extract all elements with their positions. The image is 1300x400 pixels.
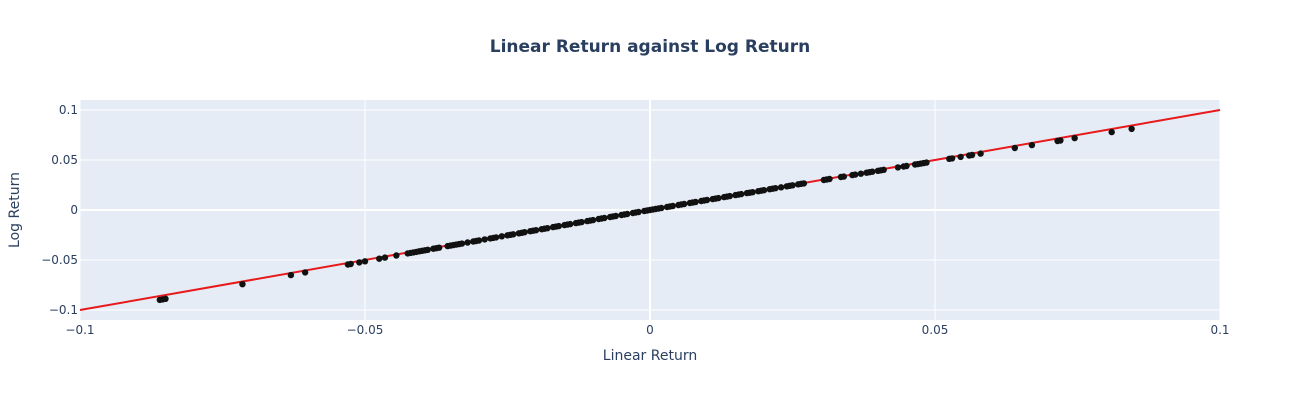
scatter-point xyxy=(510,231,517,238)
scatter-point xyxy=(826,175,833,183)
scatter-point xyxy=(361,258,369,265)
y-tick-label: −0.05 xyxy=(41,253,78,267)
scatter-point xyxy=(347,260,354,268)
scatter-point xyxy=(857,170,865,177)
scatter-point xyxy=(749,189,756,196)
y-tick-label: 0.1 xyxy=(59,103,78,117)
scatter-point xyxy=(903,162,910,170)
y-tick-label: 0 xyxy=(70,203,78,217)
scatter-point xyxy=(635,208,642,216)
y-tick-label: 0.05 xyxy=(51,153,78,167)
x-axis-ticks: −0.1 −0.05 0 0.05 0.1 xyxy=(65,323,1229,337)
x-tick-label: −0.1 xyxy=(65,323,94,337)
x-tick-label: −0.05 xyxy=(347,323,384,337)
scatter-point xyxy=(777,184,785,191)
scatter-point xyxy=(475,237,483,244)
scatter-point xyxy=(852,171,859,178)
scatter-point xyxy=(481,236,488,243)
scatter-point xyxy=(567,220,574,228)
chart-title: Linear Return against Log Return xyxy=(490,37,810,57)
scatter-point xyxy=(669,202,676,210)
scatter-point xyxy=(658,204,665,212)
scatter-point xyxy=(1057,137,1064,144)
scatter-point xyxy=(498,233,505,240)
scatter-point xyxy=(589,216,597,224)
scatter-point xyxy=(957,153,964,161)
x-tick-label: 0 xyxy=(646,323,654,337)
scatter-point xyxy=(1128,125,1135,133)
y-tick-label: −0.1 xyxy=(49,303,78,317)
scatter-point xyxy=(760,187,768,194)
scatter-point xyxy=(376,255,383,262)
scatter-point xyxy=(977,150,984,157)
x-axis-title: Linear Return xyxy=(603,348,697,364)
scatter-point xyxy=(555,222,562,230)
scatter-point xyxy=(1071,134,1078,142)
scatter-points xyxy=(156,125,1135,304)
scatter-point xyxy=(840,173,847,180)
scatter-point xyxy=(578,218,585,226)
y-axis-title: Log Return xyxy=(7,172,23,248)
y-axis-ticks: −0.1 −0.05 0 0.05 0.1 xyxy=(41,103,78,317)
scatter-point xyxy=(869,168,876,175)
scatter-point xyxy=(287,271,295,279)
scatter-point xyxy=(800,180,808,187)
scatter-point xyxy=(239,281,246,288)
scatter-point xyxy=(521,229,528,236)
scatter-point xyxy=(1028,141,1036,149)
scatter-point xyxy=(738,190,745,198)
scatter-point xyxy=(381,254,389,261)
scatter-point xyxy=(681,200,688,208)
scatter-point xyxy=(1108,128,1115,136)
x-tick-label: 0.05 xyxy=(922,323,949,337)
scatter-point xyxy=(692,198,699,206)
scatter-point xyxy=(464,239,471,246)
scatter-point xyxy=(772,185,779,192)
scatter-point xyxy=(894,164,902,171)
scatter-point xyxy=(532,227,540,234)
scatter-point xyxy=(923,159,930,166)
scatter-point xyxy=(162,295,169,302)
scatter-point xyxy=(1011,144,1018,152)
scatter-point xyxy=(726,192,733,200)
scatter-point xyxy=(612,212,619,220)
scatter-point xyxy=(424,246,431,253)
x-tick-label: 0.1 xyxy=(1210,323,1229,337)
scatter-point xyxy=(458,240,466,247)
scatter-point xyxy=(356,259,363,266)
scatter-point xyxy=(435,244,443,251)
scatter-point xyxy=(492,234,500,241)
scatter-point xyxy=(715,194,722,202)
scatter-point xyxy=(624,210,631,218)
scatter-point xyxy=(880,166,887,173)
scatter-point xyxy=(393,252,400,259)
scatter-point xyxy=(601,214,608,222)
scatter-point xyxy=(544,225,551,232)
scatter-point xyxy=(789,182,796,189)
scatter-point xyxy=(968,151,976,159)
scatter-point xyxy=(301,269,309,276)
scatter-point xyxy=(703,196,711,204)
scatter-point xyxy=(948,155,956,162)
